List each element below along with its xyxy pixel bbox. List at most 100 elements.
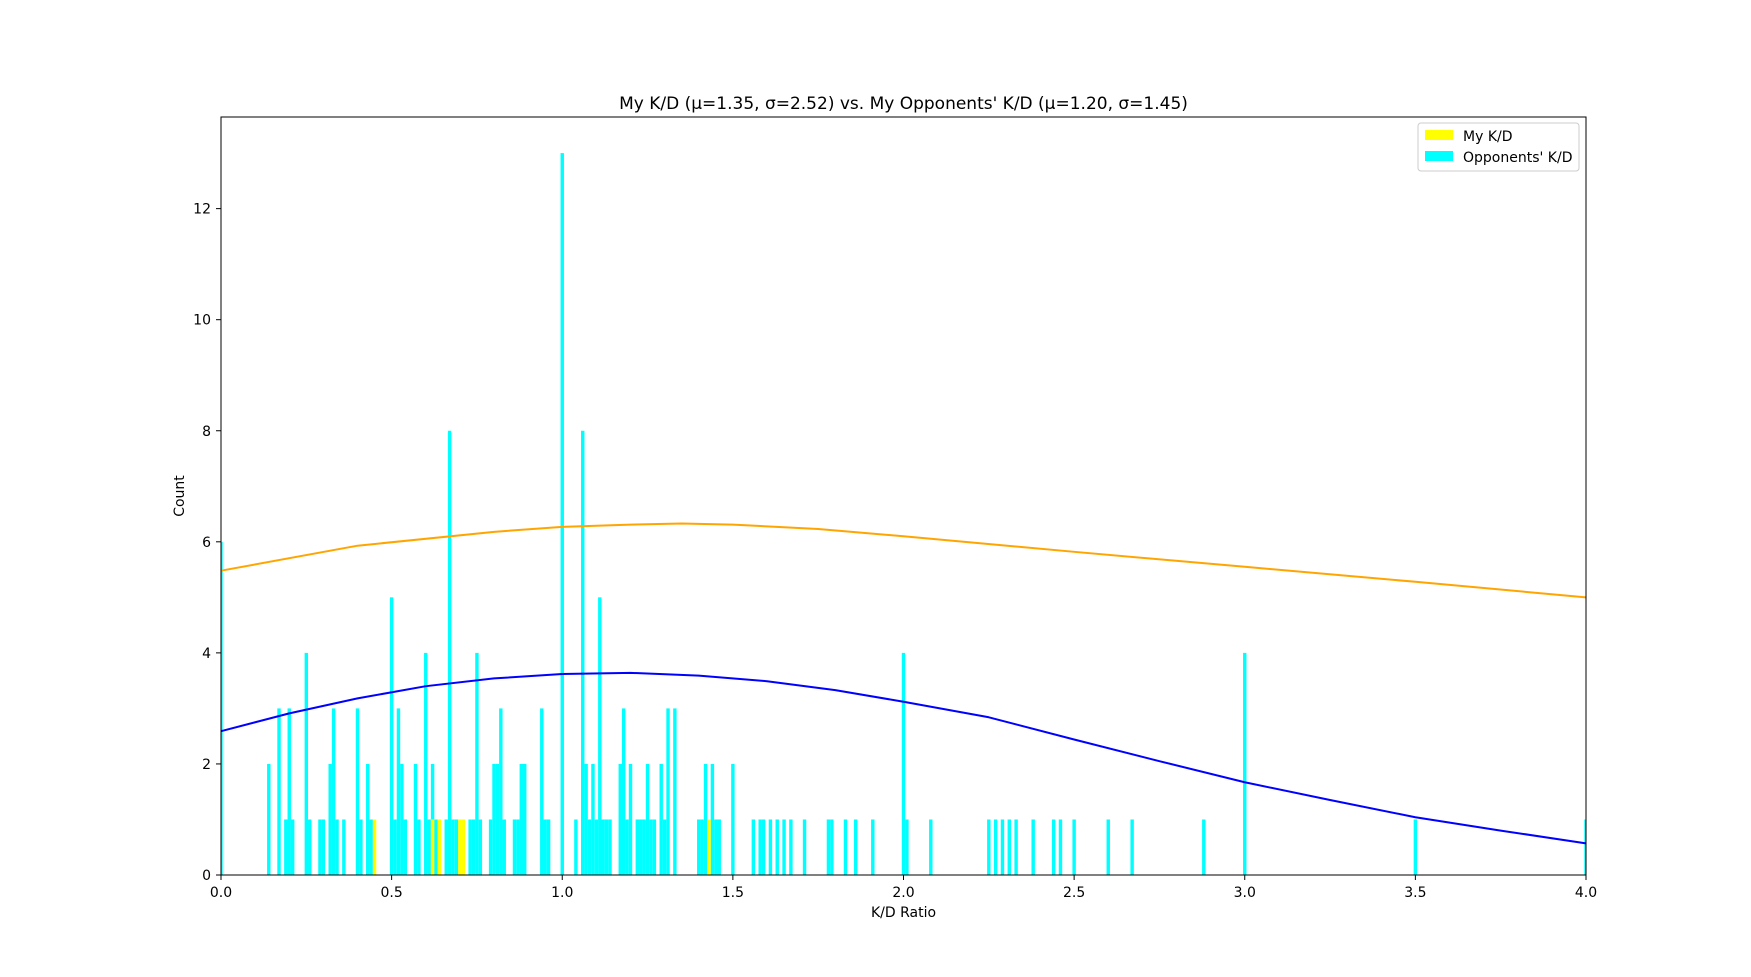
bar-opponents-107 bbox=[1130, 819, 1134, 875]
bar-opponents-46 bbox=[540, 708, 544, 875]
bar-opponents-102 bbox=[1031, 819, 1035, 875]
legend-box bbox=[1417, 122, 1580, 172]
bar-opponents-101 bbox=[1014, 819, 1018, 875]
bar-opponents-42 bbox=[512, 819, 517, 875]
bar-opponents-53 bbox=[587, 819, 592, 875]
bar-opponents-97 bbox=[987, 819, 991, 875]
bar-opponents-58 bbox=[604, 819, 609, 875]
bar-opponents-98 bbox=[993, 819, 998, 875]
x-axis: 0.0 0.5 1.0 1.5 2.0 2.5 3.0 3.5 4.0 bbox=[210, 875, 1597, 901]
bar-opponents-60 bbox=[618, 763, 622, 875]
bar-opponents-63 bbox=[628, 763, 633, 875]
bar-opponents-34 bbox=[471, 819, 476, 875]
bar-opponents-40 bbox=[499, 708, 503, 875]
x-axis-label: K/D Ratio bbox=[871, 905, 936, 921]
bar-opponents-23 bbox=[413, 763, 418, 875]
bar-opponents-0 bbox=[221, 541, 223, 875]
bar-opponents-64 bbox=[635, 819, 640, 875]
bar-opponents-35 bbox=[475, 652, 479, 875]
bar-opponents-39 bbox=[495, 763, 500, 875]
bar-opponents-76 bbox=[703, 763, 708, 875]
bar-opponents-96 bbox=[929, 819, 933, 875]
y-tick-label: 2 bbox=[202, 757, 211, 773]
bar-opponents-20 bbox=[396, 708, 401, 875]
bar-opponents-68 bbox=[649, 819, 653, 875]
bar-opponents-59 bbox=[608, 819, 612, 875]
bar-opponents-85 bbox=[775, 819, 779, 875]
x-tick-label: 2.0 bbox=[892, 885, 914, 901]
bar-opponents-109 bbox=[1243, 652, 1247, 875]
bar-my-kd-4 bbox=[461, 819, 465, 875]
y-tick-label: 0 bbox=[202, 868, 211, 884]
bar-my-kd-5 bbox=[707, 819, 711, 875]
bar-opponents-51 bbox=[581, 430, 585, 875]
bar-opponents-26 bbox=[427, 819, 431, 875]
bar-opponents-47 bbox=[543, 819, 547, 875]
bar-opponents-48 bbox=[546, 819, 551, 875]
bar-opponents-94 bbox=[901, 652, 906, 875]
bar-opponents-91 bbox=[843, 819, 848, 875]
bar-opponents-24 bbox=[417, 819, 421, 875]
bar-opponents-2 bbox=[277, 708, 281, 875]
bar-opponents-52 bbox=[584, 763, 588, 875]
bar-opponents-19 bbox=[393, 819, 397, 875]
bar-opponents-50 bbox=[574, 819, 578, 875]
bar-opponents-95 bbox=[905, 819, 909, 875]
x-tick-label: 0.5 bbox=[380, 885, 402, 901]
bar-opponents-110 bbox=[1413, 819, 1418, 875]
legend-label-opponents: Opponents' K/D bbox=[1463, 150, 1572, 166]
bar-opponents-90 bbox=[830, 819, 834, 875]
x-tick-label: 0.0 bbox=[210, 885, 232, 901]
bar-opponents-36 bbox=[478, 819, 483, 875]
bar-opponents-77 bbox=[710, 763, 715, 875]
bar-opponents-70 bbox=[659, 763, 663, 875]
y-tick-label: 10 bbox=[193, 313, 211, 329]
x-tick-label: 3.0 bbox=[1234, 885, 1256, 901]
bar-opponents-29 bbox=[444, 819, 448, 875]
bar-opponents-62 bbox=[625, 819, 629, 875]
bar-opponents-103 bbox=[1051, 819, 1056, 875]
x-tick-label: 4.0 bbox=[1575, 885, 1597, 901]
bar-opponents-83 bbox=[761, 819, 766, 875]
y-tick-label: 12 bbox=[193, 202, 211, 218]
bar-opponents-43 bbox=[516, 819, 520, 875]
bar-opponents-73 bbox=[673, 708, 677, 875]
bar-opponents-33 bbox=[468, 819, 472, 875]
bar-opponents-41 bbox=[502, 819, 506, 875]
bar-opponents-88 bbox=[802, 819, 807, 875]
bar-opponents-10 bbox=[328, 763, 332, 875]
bar-opponents-81 bbox=[751, 819, 756, 875]
bar-opponents-37 bbox=[488, 819, 493, 875]
bar-opponents-82 bbox=[758, 819, 762, 875]
bar-opponents-111 bbox=[1584, 819, 1586, 875]
bar-opponents-6 bbox=[304, 652, 309, 875]
bar-opponents-55 bbox=[594, 819, 599, 875]
bar-opponents-18 bbox=[389, 597, 394, 875]
bar-opponents-79 bbox=[717, 819, 721, 875]
bar-opponents-22 bbox=[403, 819, 407, 875]
bar-opponents-106 bbox=[1106, 819, 1110, 875]
bar-opponents-100 bbox=[1007, 819, 1011, 875]
bar-opponents-30 bbox=[447, 430, 452, 875]
bar-opponents-31 bbox=[451, 819, 455, 875]
bar-opponents-61 bbox=[621, 708, 626, 875]
bar-opponents-72 bbox=[666, 708, 670, 875]
bar-my-kd-0 bbox=[372, 819, 377, 875]
opponents-bars bbox=[221, 153, 1586, 876]
bar-opponents-65 bbox=[639, 819, 643, 875]
bar-opponents-32 bbox=[454, 819, 459, 875]
x-tick-label: 2.5 bbox=[1063, 885, 1085, 901]
bar-opponents-8 bbox=[318, 819, 322, 875]
x-tick-label: 1.0 bbox=[551, 885, 573, 901]
y-tick-label: 6 bbox=[202, 535, 211, 551]
bar-opponents-104 bbox=[1058, 819, 1063, 875]
bar-opponents-86 bbox=[782, 819, 786, 875]
density-curves bbox=[220, 522, 1587, 845]
bar-opponents-5 bbox=[290, 819, 295, 875]
bar-opponents-13 bbox=[342, 819, 346, 875]
y-axis: 0 2 4 6 8 10 12 bbox=[193, 202, 221, 884]
bar-my-kd-3 bbox=[458, 819, 462, 875]
bar-opponents-21 bbox=[400, 763, 404, 875]
legend-swatch-opponents bbox=[1425, 151, 1453, 161]
